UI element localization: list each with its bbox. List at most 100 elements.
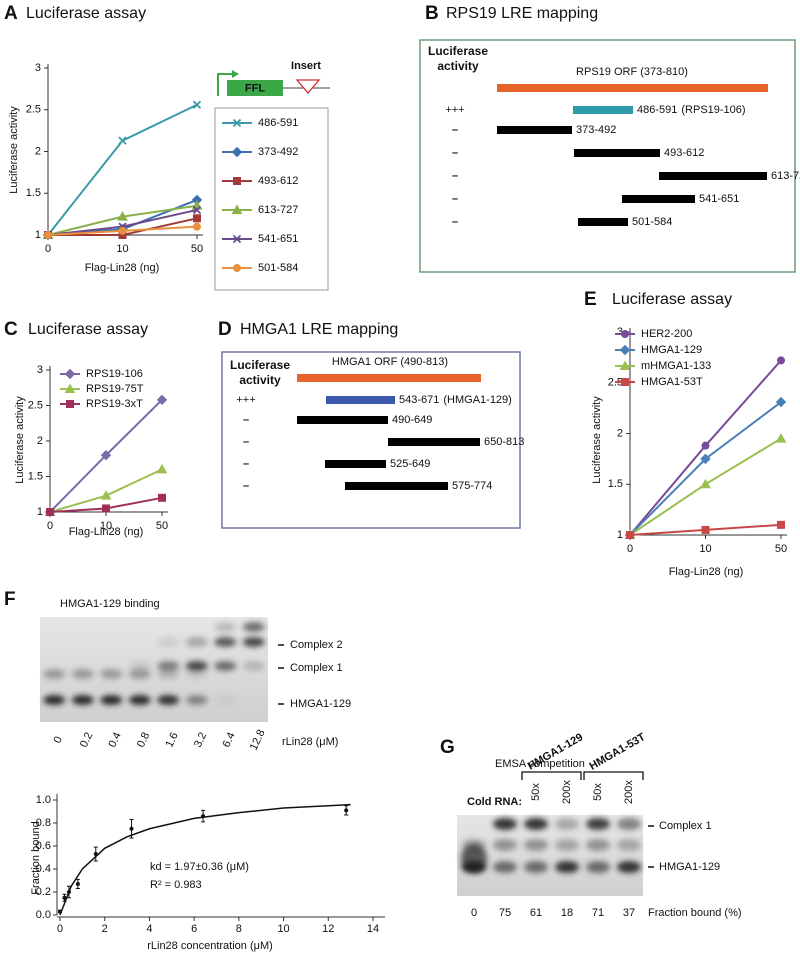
fragment-bar <box>345 482 448 490</box>
activity-level: +++ <box>236 394 255 406</box>
gel-band <box>493 839 517 851</box>
fragment-bar <box>325 460 386 468</box>
x-tick-label: 8 <box>236 923 242 935</box>
y-tick-label: 3 <box>35 62 41 74</box>
arrow-head <box>232 70 239 78</box>
marker <box>100 490 112 500</box>
y-tick-label: 0.4 <box>36 863 51 875</box>
gel-band <box>493 818 517 830</box>
legend-marker <box>233 177 241 185</box>
marker <box>701 525 710 534</box>
legend-marker <box>621 330 629 338</box>
gel-band <box>493 861 517 873</box>
gel <box>457 815 643 896</box>
point <box>58 909 62 914</box>
legend-marker <box>233 264 241 272</box>
point <box>344 808 349 813</box>
gel-band <box>214 622 237 632</box>
y-tick-label: 3 <box>37 364 43 376</box>
legend-label: 373-492 <box>258 146 298 158</box>
gel <box>40 617 268 722</box>
marker <box>193 214 201 223</box>
x-axis-label: Flag-Lin28 (ng) <box>85 262 160 274</box>
activity-header: Luciferase activity <box>427 44 489 73</box>
fraction-value: 75 <box>499 907 511 919</box>
annotation: kd = 1.97±0.36 (μM) <box>150 861 249 873</box>
header-box: Luciferase activity <box>230 358 290 387</box>
y-tick-label: 1 <box>37 506 43 518</box>
x-tick-label: 0 <box>47 520 53 532</box>
y-tick-label: 1 <box>617 529 623 541</box>
gel-band <box>185 637 208 647</box>
chart-title: Luciferase assay <box>612 291 732 308</box>
marker <box>118 226 127 235</box>
marker <box>46 508 54 516</box>
x-tick-label: 50 <box>775 543 787 555</box>
lane-label: 50x <box>530 783 542 801</box>
y-axis-label: Luciferase activity <box>591 396 603 484</box>
x-axis-label: Flag-Lin28 (ng) <box>69 526 144 538</box>
fragment-label: 613-727 <box>771 170 800 182</box>
x-tick-label: 10 <box>116 243 128 255</box>
marker <box>777 356 785 365</box>
legend-marker <box>619 344 631 356</box>
marker <box>102 504 110 513</box>
y-tick-label: 2 <box>37 435 43 447</box>
gel-band <box>524 818 548 830</box>
annotation: R² = 0.983 <box>150 879 202 891</box>
legend-label: 486-591 <box>258 117 298 129</box>
legend-marker <box>621 378 629 386</box>
legend-label: mHMGA1-133 <box>641 360 711 372</box>
point <box>129 826 134 831</box>
x-tick-label: 0 <box>57 923 63 935</box>
gel-band <box>524 861 548 873</box>
legend-label: 501-584 <box>258 262 298 274</box>
fragment-range: 650-813 <box>484 436 524 448</box>
gel-band <box>617 861 641 873</box>
gel-band <box>128 695 151 705</box>
marker <box>44 231 52 239</box>
band-label: HMGA1-129 <box>290 698 351 710</box>
activity-level: – <box>452 170 458 182</box>
series-line <box>629 401 782 536</box>
cold-rna-label: Cold RNA: <box>467 796 522 808</box>
activity-level: – <box>452 193 458 205</box>
group-label: HMGA1-53T <box>587 731 647 773</box>
marker <box>777 520 785 529</box>
legend-label: HMGA1-129 <box>641 344 702 356</box>
legend-label: RPS19-106 <box>86 368 143 380</box>
x-tick-label: 12 <box>322 923 334 935</box>
group-bracket <box>521 771 582 780</box>
fraction-value: 0 <box>471 907 477 919</box>
fragment-range: 501-584 <box>632 216 672 228</box>
gel-band <box>157 695 180 705</box>
legend-marker <box>66 400 74 408</box>
fragment-range: 525-649 <box>390 458 430 470</box>
y-tick-label: 1 <box>35 229 41 241</box>
fraction-value: 71 <box>592 907 604 919</box>
lane-label: 0 <box>51 735 64 746</box>
fragment-label: 525-649 <box>390 458 430 470</box>
fraction-value: 37 <box>623 907 635 919</box>
fragment-label: 575-774 <box>452 480 492 492</box>
marker <box>193 222 201 231</box>
fragment-range: 486-591 <box>637 104 677 116</box>
gel-band <box>214 661 237 671</box>
panel-letter: G <box>440 737 455 758</box>
y-tick-label: 1.5 <box>28 470 43 482</box>
fragment-bar <box>659 172 767 180</box>
legend-marker <box>232 234 242 244</box>
lane-label: 6.4 <box>220 730 237 749</box>
gel-band <box>214 637 237 647</box>
fragment-bar <box>297 416 388 424</box>
activity-level: – <box>243 414 249 426</box>
x-tick-label: 50 <box>191 243 203 255</box>
fragment-bar <box>578 218 628 226</box>
gel-band <box>242 661 265 671</box>
gel-band <box>185 669 208 679</box>
gel-band <box>555 861 579 873</box>
legend-box <box>214 107 329 291</box>
gel-band <box>185 661 208 671</box>
marker <box>701 441 710 450</box>
gel-band <box>586 839 610 851</box>
